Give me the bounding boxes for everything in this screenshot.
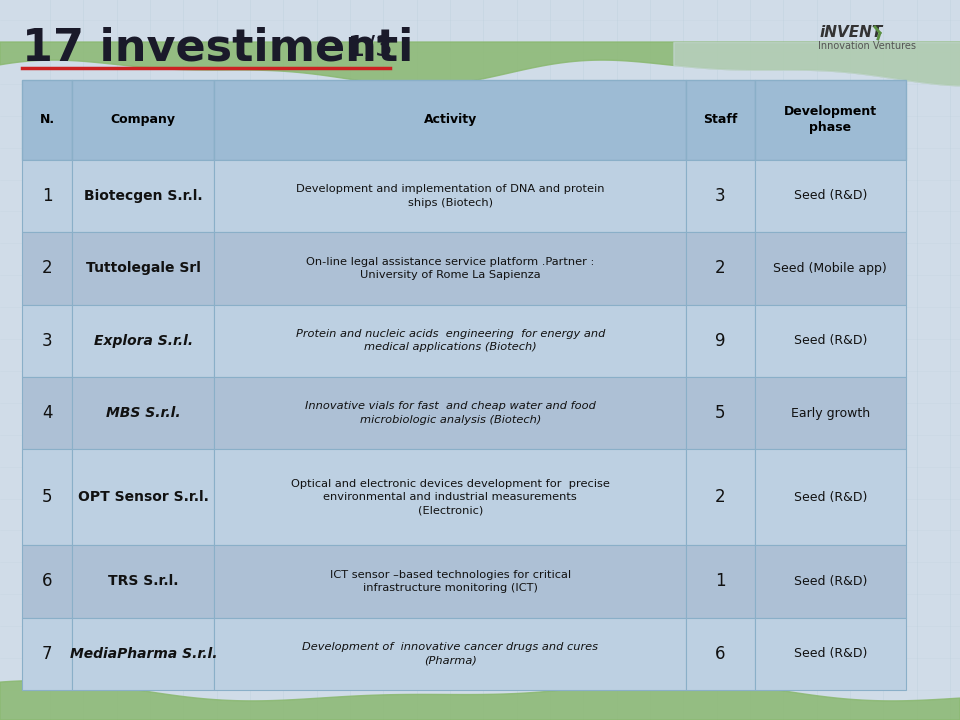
Text: Protein and nucleic acids  engineering  for energy and
medical applications (Bio: Protein and nucleic acids engineering fo… [296,329,605,352]
Bar [214,449,686,545]
Bar [686,80,755,160]
Bar [22,545,72,618]
Text: Innovative vials for fast  and cheap water and food
microbiologic analysis (Biot: Innovative vials for fast and cheap wate… [304,402,595,425]
Bar [72,618,214,690]
Text: 6: 6 [715,645,726,663]
Text: 7: 7 [42,645,53,663]
Bar [214,618,686,690]
Text: OPT Sensor S.r.l.: OPT Sensor S.r.l. [78,490,209,504]
Text: 3: 3 [715,187,726,205]
Bar [214,80,686,160]
Bar [686,377,755,449]
Bar [72,160,214,232]
Bar [22,449,72,545]
Text: ICT sensor –based technologies for critical
infrastructure monitoring (ICT): ICT sensor –based technologies for criti… [329,570,571,593]
Bar [72,449,214,545]
Text: Biotecgen S.r.l.: Biotecgen S.r.l. [84,189,203,203]
Text: Company: Company [110,114,176,127]
Bar [686,232,755,305]
Bar [72,545,214,618]
Text: Activity: Activity [423,114,477,127]
Text: Seed (R&D): Seed (R&D) [794,189,867,202]
Bar [686,449,755,545]
Text: MediaPharma S.r.l.: MediaPharma S.r.l. [70,647,217,661]
Text: On-line legal assistance service platform .Partner :
University of Rome La Sapie: On-line legal assistance service platfor… [306,257,594,280]
Text: Explora S.r.l.: Explora S.r.l. [94,333,193,348]
Text: Seed (R&D): Seed (R&D) [794,491,867,504]
Bar [72,377,214,449]
Bar [755,545,906,618]
Bar [755,377,906,449]
Bar [686,618,755,690]
Bar [22,618,72,690]
Text: Seed (R&D): Seed (R&D) [794,647,867,660]
Bar [755,232,906,305]
Text: Optical and electronic devices development for  precise
environmental and indust: Optical and electronic devices developme… [291,479,610,516]
Text: Development
phase: Development phase [783,105,876,135]
Text: 4: 4 [42,404,53,422]
Text: Tuttolegale Srl: Tuttolegale Srl [86,261,201,275]
Bar [214,232,686,305]
Bar [755,449,906,545]
Text: iNVENT: iNVENT [820,25,883,40]
Bar [755,618,906,690]
Bar [22,232,72,305]
Text: Early growth: Early growth [791,407,870,420]
Text: 1: 1 [715,572,726,590]
Text: Seed (R&D): Seed (R&D) [794,334,867,347]
Text: 1: 1 [42,187,53,205]
Bar [686,545,755,618]
Text: Staff: Staff [704,114,737,127]
Text: 2: 2 [715,488,726,506]
Text: Seed (R&D): Seed (R&D) [794,575,867,588]
Bar [72,232,214,305]
Bar [755,80,906,160]
Bar [214,160,686,232]
Text: 6: 6 [42,572,53,590]
Text: MBS S.r.l.: MBS S.r.l. [106,406,180,420]
Bar [214,305,686,377]
Text: 5: 5 [42,488,53,506]
Text: 3: 3 [42,332,53,350]
Bar [214,545,686,618]
Bar [686,305,755,377]
Bar [755,305,906,377]
Text: 9: 9 [715,332,726,350]
Bar [755,160,906,232]
Bar [22,160,72,232]
Bar [22,80,72,160]
Bar [72,305,214,377]
Text: Development of  innovative cancer drugs and cures
(Pharma): Development of innovative cancer drugs a… [302,642,598,665]
Bar [22,377,72,449]
Text: Innovation Ventures: Innovation Ventures [818,41,916,51]
Text: 17 investimenti: 17 investimenti [22,27,414,70]
Text: Development and implementation of DNA and protein
ships (Biotech): Development and implementation of DNA an… [296,184,605,207]
Text: 1/3: 1/3 [348,34,393,62]
Text: Seed (Mobile app): Seed (Mobile app) [774,262,887,275]
Text: 2: 2 [715,259,726,277]
Bar [214,377,686,449]
Text: 2: 2 [42,259,53,277]
Bar [686,160,755,232]
Text: 5: 5 [715,404,726,422]
Bar [22,305,72,377]
Text: N.: N. [39,114,55,127]
Bar [72,80,214,160]
Text: TRS S.r.l.: TRS S.r.l. [108,575,179,588]
